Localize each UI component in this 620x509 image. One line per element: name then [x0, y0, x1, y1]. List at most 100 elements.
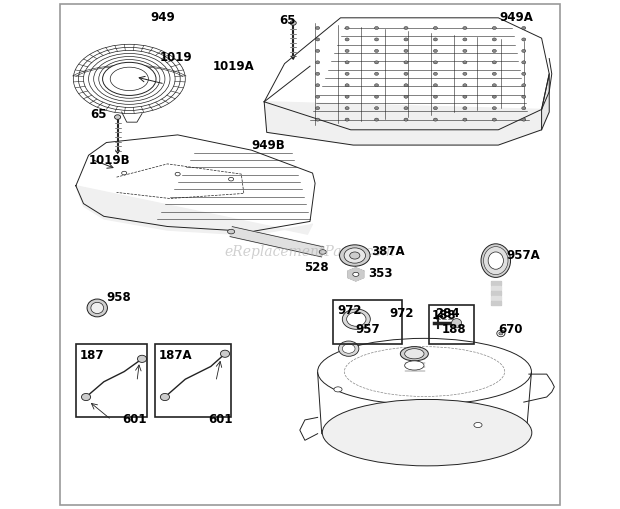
Text: 284: 284 [435, 306, 459, 320]
Ellipse shape [433, 84, 438, 87]
Ellipse shape [463, 118, 467, 121]
Ellipse shape [342, 309, 370, 329]
Text: eReplacementParts.com: eReplacementParts.com [224, 245, 396, 259]
Text: 972: 972 [337, 304, 361, 317]
Ellipse shape [463, 95, 467, 98]
Ellipse shape [374, 26, 379, 30]
Ellipse shape [374, 49, 379, 52]
Ellipse shape [122, 171, 126, 175]
Ellipse shape [290, 21, 296, 25]
Text: 188: 188 [432, 309, 457, 322]
Text: 957A: 957A [506, 249, 540, 262]
Text: 601: 601 [122, 413, 147, 427]
Ellipse shape [404, 61, 408, 64]
Text: 670: 670 [498, 323, 523, 336]
Polygon shape [490, 296, 501, 300]
Ellipse shape [345, 49, 349, 52]
Ellipse shape [492, 84, 497, 87]
Polygon shape [542, 74, 549, 130]
Ellipse shape [229, 178, 234, 181]
Ellipse shape [522, 118, 526, 121]
Ellipse shape [345, 26, 349, 30]
Ellipse shape [342, 344, 355, 353]
Ellipse shape [317, 338, 531, 405]
Text: 65: 65 [90, 108, 107, 121]
Polygon shape [490, 301, 501, 305]
Ellipse shape [316, 49, 320, 52]
Ellipse shape [474, 422, 482, 428]
Ellipse shape [433, 107, 438, 110]
Ellipse shape [374, 84, 379, 87]
Polygon shape [317, 372, 531, 433]
Polygon shape [490, 291, 501, 295]
Ellipse shape [405, 349, 424, 359]
Ellipse shape [350, 252, 360, 259]
Ellipse shape [499, 332, 503, 335]
Ellipse shape [433, 95, 438, 98]
Ellipse shape [433, 61, 438, 64]
Ellipse shape [433, 26, 438, 30]
Polygon shape [264, 102, 542, 145]
Ellipse shape [492, 118, 497, 121]
Ellipse shape [374, 107, 379, 110]
Ellipse shape [492, 72, 497, 75]
Ellipse shape [404, 107, 408, 110]
Ellipse shape [463, 72, 467, 75]
Ellipse shape [463, 26, 467, 30]
Polygon shape [490, 281, 501, 285]
Ellipse shape [404, 118, 408, 121]
Ellipse shape [404, 49, 408, 52]
Ellipse shape [481, 244, 510, 277]
Text: 353: 353 [368, 267, 392, 280]
Ellipse shape [344, 248, 365, 263]
Ellipse shape [492, 95, 497, 98]
Ellipse shape [345, 84, 349, 87]
Ellipse shape [316, 118, 320, 121]
Ellipse shape [497, 330, 505, 337]
Polygon shape [348, 268, 364, 281]
Ellipse shape [404, 72, 408, 75]
Ellipse shape [345, 38, 349, 41]
Text: 958: 958 [107, 291, 131, 304]
Ellipse shape [316, 38, 320, 41]
Text: 949B: 949B [252, 138, 285, 152]
Ellipse shape [353, 272, 359, 276]
Ellipse shape [401, 347, 428, 361]
Ellipse shape [316, 72, 320, 75]
Polygon shape [76, 186, 312, 235]
Ellipse shape [463, 61, 467, 64]
Ellipse shape [345, 107, 349, 110]
Text: 387A: 387A [371, 245, 405, 258]
Polygon shape [76, 135, 315, 232]
Ellipse shape [228, 229, 234, 234]
Ellipse shape [319, 249, 326, 254]
Text: 1019A: 1019A [212, 60, 254, 73]
Ellipse shape [316, 26, 320, 30]
Ellipse shape [522, 107, 526, 110]
Text: 1019B: 1019B [89, 154, 130, 167]
Polygon shape [230, 227, 324, 257]
Ellipse shape [340, 245, 370, 266]
Text: 972: 972 [389, 306, 414, 320]
Ellipse shape [463, 84, 467, 87]
Ellipse shape [463, 38, 467, 41]
Ellipse shape [522, 61, 526, 64]
Ellipse shape [492, 26, 497, 30]
Bar [428, 305, 474, 344]
Ellipse shape [492, 49, 497, 52]
Text: 601: 601 [209, 413, 233, 427]
Ellipse shape [345, 95, 349, 98]
Ellipse shape [115, 115, 121, 120]
Ellipse shape [433, 72, 438, 75]
Ellipse shape [433, 49, 438, 52]
Text: 1019: 1019 [160, 50, 192, 64]
Text: 528: 528 [304, 261, 329, 274]
Ellipse shape [488, 252, 503, 269]
Ellipse shape [316, 95, 320, 98]
Ellipse shape [161, 393, 169, 401]
Text: 187: 187 [79, 349, 104, 362]
Ellipse shape [522, 72, 526, 75]
Ellipse shape [138, 355, 146, 362]
Text: 65: 65 [279, 14, 295, 27]
Ellipse shape [91, 302, 104, 314]
